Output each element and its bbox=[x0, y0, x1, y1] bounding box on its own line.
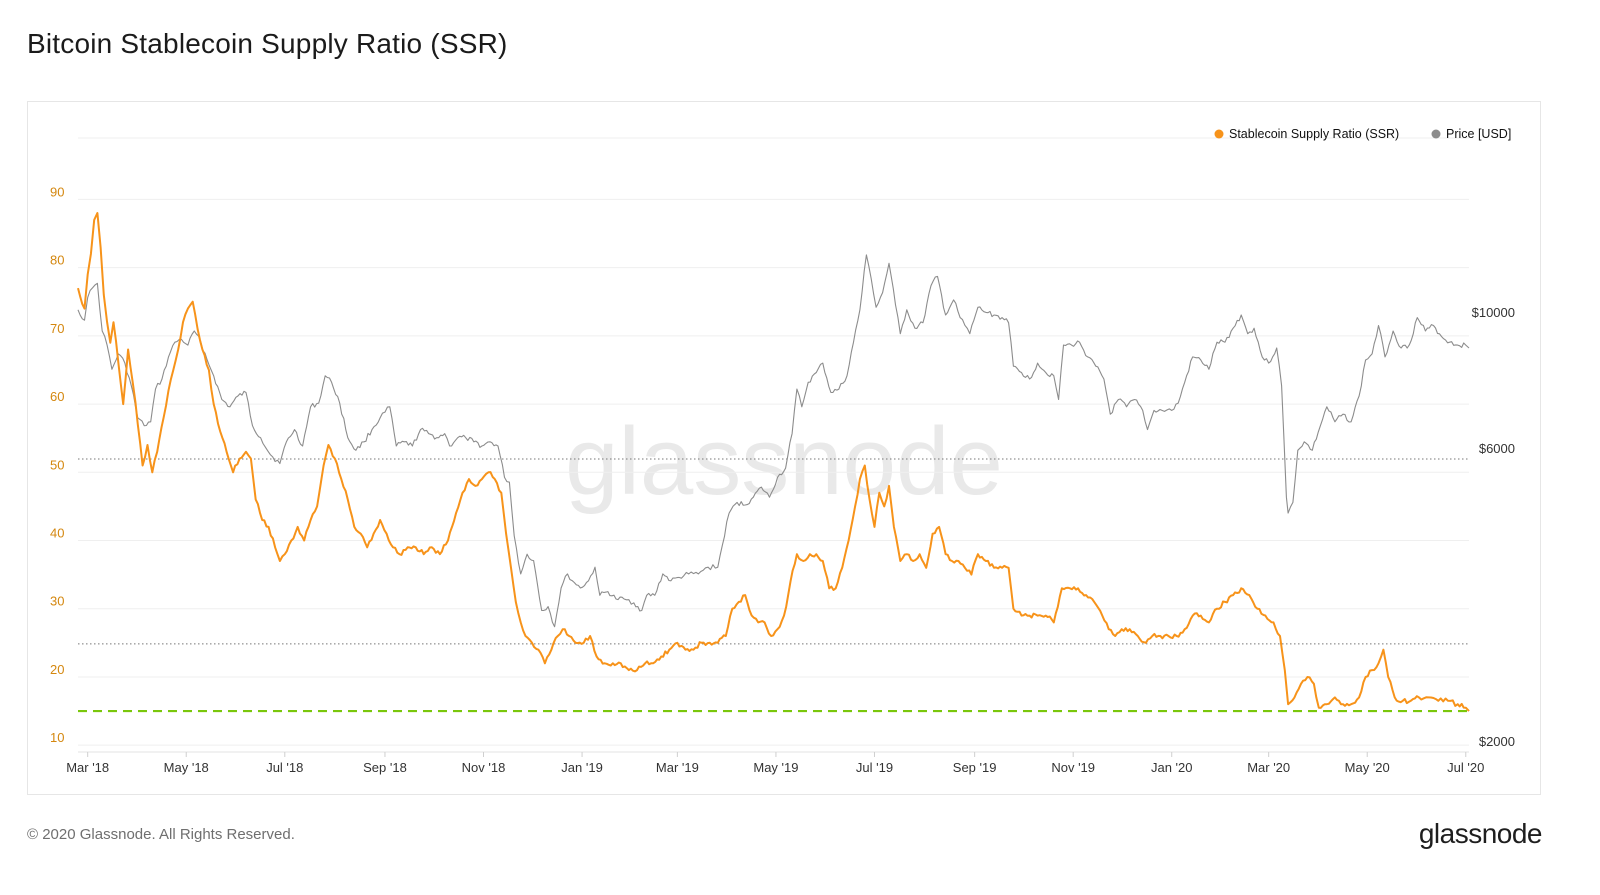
y-right-tick-10000: $10000 bbox=[1472, 305, 1515, 320]
x-tick-label: Jan '19 bbox=[561, 760, 603, 775]
series-layer bbox=[77, 212, 1470, 712]
page-title: Bitcoin Stablecoin Supply Ratio (SSR) bbox=[27, 28, 508, 59]
y-left-tick-10: 10 bbox=[50, 730, 64, 745]
x-tick-label: May '18 bbox=[164, 760, 209, 775]
chart-frame: glassnode 10 20 30 40 50 60 70 80 90 Mar '18 May '… bbox=[27, 101, 1541, 795]
y-left-tick-40: 40 bbox=[50, 526, 64, 541]
y-left-tick-60: 60 bbox=[50, 389, 64, 404]
price-series-line bbox=[77, 254, 1470, 628]
axis-layer: 10 20 30 40 50 60 70 80 90 Mar '18 May '18 Jul '18 S… bbox=[50, 184, 1515, 775]
legend-ssr-dot bbox=[1214, 129, 1224, 139]
ssr-series-line bbox=[77, 212, 1470, 712]
grid-layer bbox=[78, 137, 1469, 746]
y-right-tick-6000: $6000 bbox=[1479, 441, 1515, 456]
reference-lines bbox=[78, 458, 1469, 713]
y-left-tick-20: 20 bbox=[50, 662, 64, 677]
watermark-text: glassnode bbox=[565, 408, 1003, 515]
x-tick-label: Mar '18 bbox=[66, 760, 109, 775]
glassnode-logo[interactable]: glassnode bbox=[1418, 818, 1543, 849]
x-tick-label: Jan '20 bbox=[1151, 760, 1193, 775]
x-tick-label: Sep '18 bbox=[363, 760, 407, 775]
ssr-chart: glassnode 10 20 30 40 50 60 70 80 90 Mar '18 May '… bbox=[50, 127, 1515, 775]
x-tick-label: Nov '18 bbox=[462, 760, 506, 775]
x-tick-label: Jul '18 bbox=[266, 760, 303, 775]
x-tick-label: May '20 bbox=[1345, 760, 1390, 775]
x-tick-label: Jul '19 bbox=[856, 760, 893, 775]
y-left-tick-70: 70 bbox=[50, 321, 64, 336]
x-tick-label: Jul '20 bbox=[1447, 760, 1484, 775]
footer-copyright: © 2020 Glassnode. All Rights Reserved. bbox=[27, 826, 295, 843]
x-tick-label: Sep '19 bbox=[953, 760, 997, 775]
y-left-tick-30: 30 bbox=[50, 594, 64, 609]
x-tick-label: Mar '20 bbox=[1247, 760, 1290, 775]
x-tick-label: Nov '19 bbox=[1051, 760, 1095, 775]
legend-price-label[interactable]: Price [USD] bbox=[1446, 127, 1511, 141]
y-left-tick-80: 80 bbox=[50, 253, 64, 268]
y-left-tick-50: 50 bbox=[50, 457, 64, 472]
x-tick-label: Mar '19 bbox=[656, 760, 699, 775]
legend-ssr-label[interactable]: Stablecoin Supply Ratio (SSR) bbox=[1229, 127, 1399, 141]
y-left-tick-90: 90 bbox=[50, 184, 64, 199]
legend: Stablecoin Supply Ratio (SSR) Price [USD… bbox=[1214, 127, 1511, 141]
legend-price-dot bbox=[1431, 129, 1441, 139]
x-tick-label: May '19 bbox=[753, 760, 798, 775]
y-right-tick-2000: $2000 bbox=[1479, 734, 1515, 749]
